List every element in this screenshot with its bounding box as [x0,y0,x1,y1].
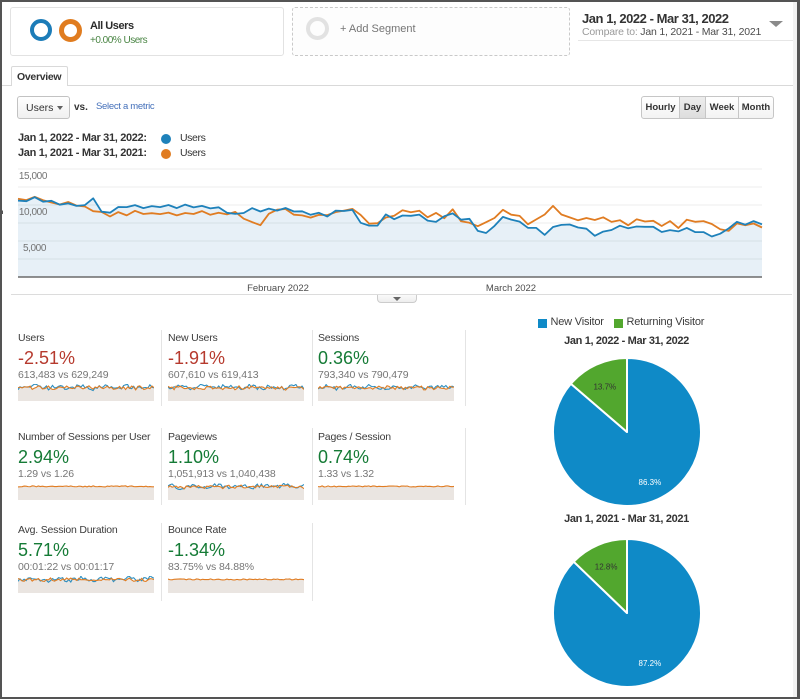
svg-text:87.2%: 87.2% [638,658,661,667]
svg-text:86.3%: 86.3% [638,477,661,486]
svg-text:12.8%: 12.8% [594,562,617,571]
svg-text:13.7%: 13.7% [593,382,616,391]
